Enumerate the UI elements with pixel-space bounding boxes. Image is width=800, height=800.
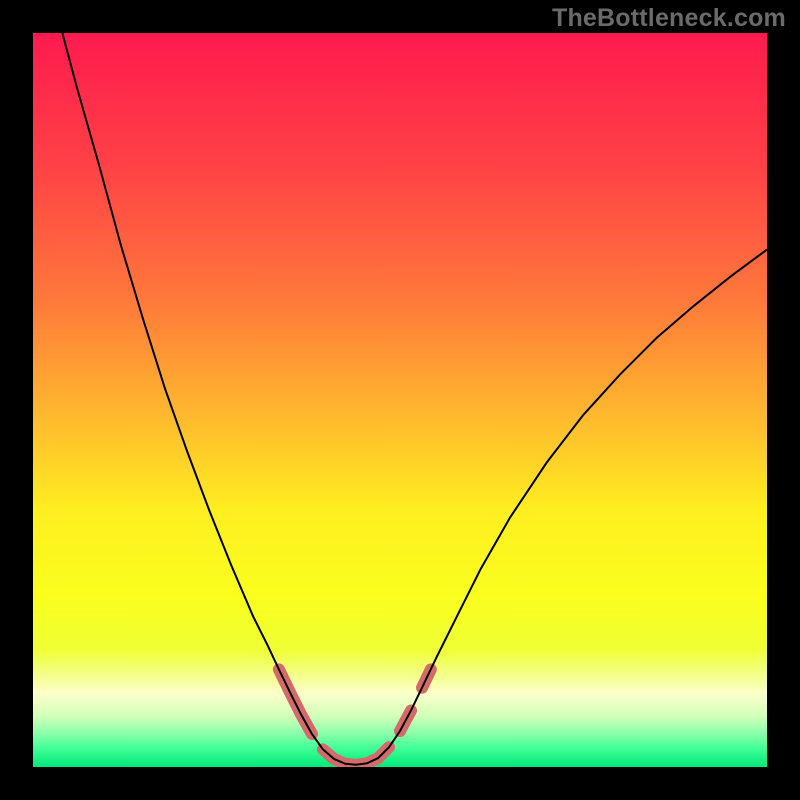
chart-root: TheBottleneck.com <box>0 0 800 800</box>
plot-gradient-background <box>33 33 767 767</box>
bottleneck-curve-chart <box>0 0 800 800</box>
watermark-text: TheBottleneck.com <box>552 4 786 33</box>
